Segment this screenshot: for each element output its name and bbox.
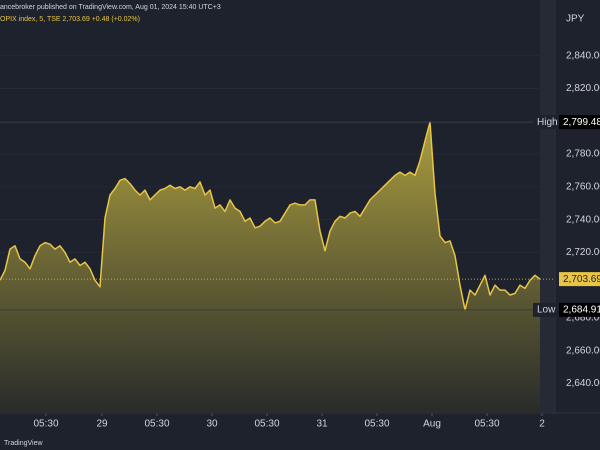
high-label-box [559,115,600,130]
high-name: High [537,117,558,128]
header: ancebroker published on TradingView.com,… [0,4,221,11]
area [0,122,540,413]
brand: TradingView [4,440,43,447]
y-tick-label: 2,680.00 [566,313,600,324]
low-name-box [533,302,559,317]
y-tick-label: 2,820.00 [566,83,600,94]
currency: JPY [566,14,585,25]
y-tick-label: 2,640.00 [566,378,600,389]
x-tick-label: 05:30 [364,419,389,430]
y-tick-label: 2,740.00 [566,214,600,225]
high-label: 2,799.48 [563,117,600,128]
low-label: 2,684.91 [563,305,600,316]
x-tick-label: 29 [96,419,108,430]
y-tick-label: 2,660.00 [566,345,600,356]
y-tick-label: 2,780.00 [566,149,600,160]
price-line [0,121,541,311]
last-price-label: 2,703.69 [563,274,600,285]
last-price-box [559,272,600,287]
symbol-info: OPIX index, 5, TSE 2,703.69 +0.48 (+0.02… [0,16,140,23]
x-tick-label: 05:30 [33,419,58,430]
x-tick-label: 2 [539,419,545,430]
y-tick-label: 2,720.00 [566,247,600,258]
x-tick-label: 05:30 [144,419,169,430]
y-tick-label: 2,760.00 [566,181,600,192]
low-name: Low [537,305,556,316]
x-tick-label: 05:30 [474,419,499,430]
x-tick-label: 31 [316,419,328,430]
x-tick-label: 05:30 [254,419,279,430]
x-tick-label: 30 [206,419,218,430]
x-tick-label: Aug [423,419,441,430]
y-tick-label: 2,840.00 [566,50,600,61]
low-label-box [559,302,600,317]
high-name-box [533,115,559,130]
